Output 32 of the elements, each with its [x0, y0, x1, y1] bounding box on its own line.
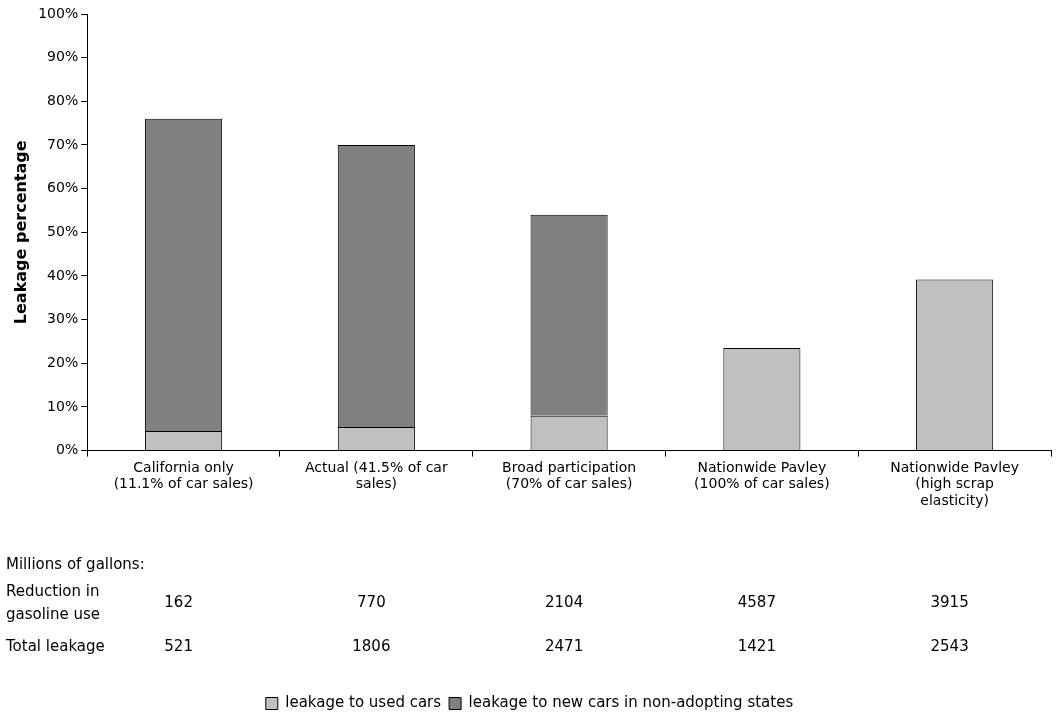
text: 2543 [930, 637, 969, 656]
text: 3915 [930, 593, 969, 612]
y-tick-label: 70% [47, 135, 79, 152]
y-tick-label: 60% [47, 179, 79, 196]
legend-label: leakage to used cars [285, 693, 442, 712]
text: 4587 [737, 593, 776, 612]
y-tick-label: 10% [47, 397, 79, 414]
y-tick-label: 100% [38, 4, 79, 21]
y-axis-title: Leakage percentage [10, 140, 30, 325]
text: 521 [164, 637, 193, 656]
x-tick-label: Nationwide Pavley (high scrap elasticity) [890, 458, 1019, 509]
y-tick-label: 50% [47, 222, 79, 239]
text: Total leakage [5, 637, 105, 656]
text: Reduction in gasoline use [6, 581, 101, 623]
y-tick-label: 20% [47, 353, 79, 370]
text: 162 [164, 593, 193, 612]
legend-label: leakage to new cars in non-adopting states [468, 693, 794, 712]
x-tick-label: Broad participation (70% of car sales) [502, 458, 637, 492]
text: 1421 [737, 637, 776, 656]
y-tick-label: 40% [47, 266, 79, 283]
text: 2104 [545, 593, 584, 612]
y-tick-label: 90% [47, 48, 79, 65]
y-tick-label: 30% [47, 310, 79, 327]
text: 770 [357, 593, 386, 612]
y-tick-label: 0% [56, 441, 79, 458]
x-tick-label: California only (11.1% of car sales) [113, 458, 254, 492]
text: Millions of gallons: [6, 555, 145, 574]
x-tick-label: Actual (41.5% of car sales) [305, 458, 448, 492]
text: 1806 [352, 637, 391, 656]
text: 2471 [545, 637, 584, 656]
x-tick-label: Nationwide Pavley (100% of car sales) [694, 458, 830, 492]
y-tick-label: 80% [47, 91, 79, 108]
